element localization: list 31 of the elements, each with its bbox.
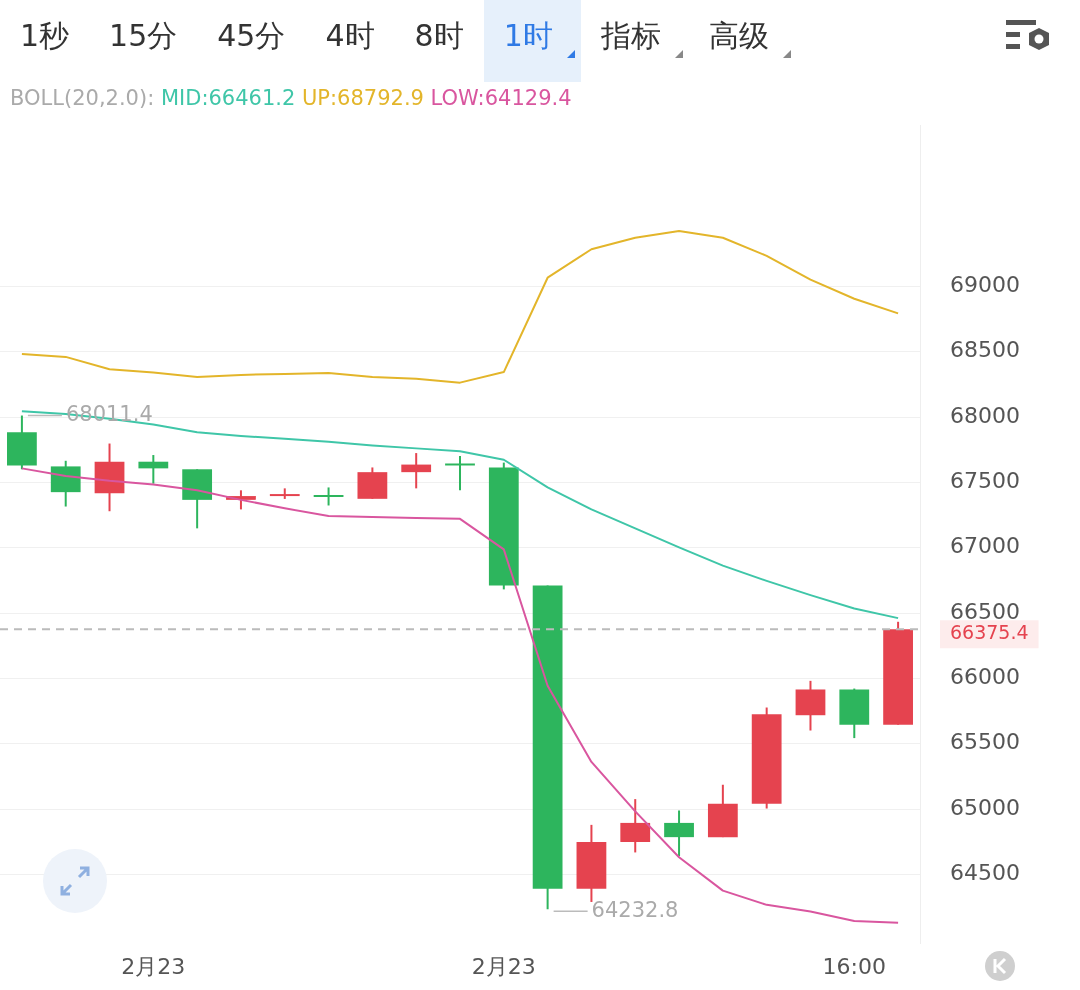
- y-tick-label: 67500: [950, 468, 1020, 494]
- text: 1时: [483, 0, 581, 82]
- candlestick: [445, 454, 475, 492]
- text: 45分: [216, 17, 287, 55]
- y-tick-label: 66000: [950, 664, 1020, 690]
- y-tick-label: 64500: [950, 860, 1020, 886]
- y-tick-label: 68000: [950, 402, 1020, 428]
- y-tick-label: 67000: [950, 533, 1020, 559]
- y-tick-label: 65500: [950, 729, 1020, 755]
- annotation: 64232.8: [591, 897, 679, 922]
- text: MID:66461.2: [160, 86, 297, 110]
- ref-line-label: 66375.4: [950, 621, 1029, 644]
- legend-title: BOLL(20,2.0):: [10, 86, 156, 110]
- text: UP:68792.9: [301, 86, 425, 110]
- y-tick-label: 69000: [950, 272, 1020, 298]
- x-tick-label: 2月23: [121, 953, 186, 979]
- candlestick: [138, 454, 169, 485]
- candlestick: [401, 452, 432, 490]
- text: 1秒: [19, 17, 71, 55]
- text: LOW:64129.4: [430, 86, 572, 110]
- x-tick-label: 2月23: [471, 953, 536, 979]
- text: 指标: [599, 17, 662, 55]
- y-tick-label: 68500: [950, 337, 1020, 363]
- y-tick-label: 65000: [950, 794, 1020, 820]
- text: 4时: [324, 17, 376, 55]
- text: 高级: [707, 17, 770, 55]
- candlestick: [313, 486, 344, 507]
- x-tick-label: 16:00: [822, 953, 886, 979]
- text: 8时: [413, 17, 465, 55]
- y-tick-label: 66500: [950, 598, 1020, 624]
- text: 15分: [108, 17, 179, 55]
